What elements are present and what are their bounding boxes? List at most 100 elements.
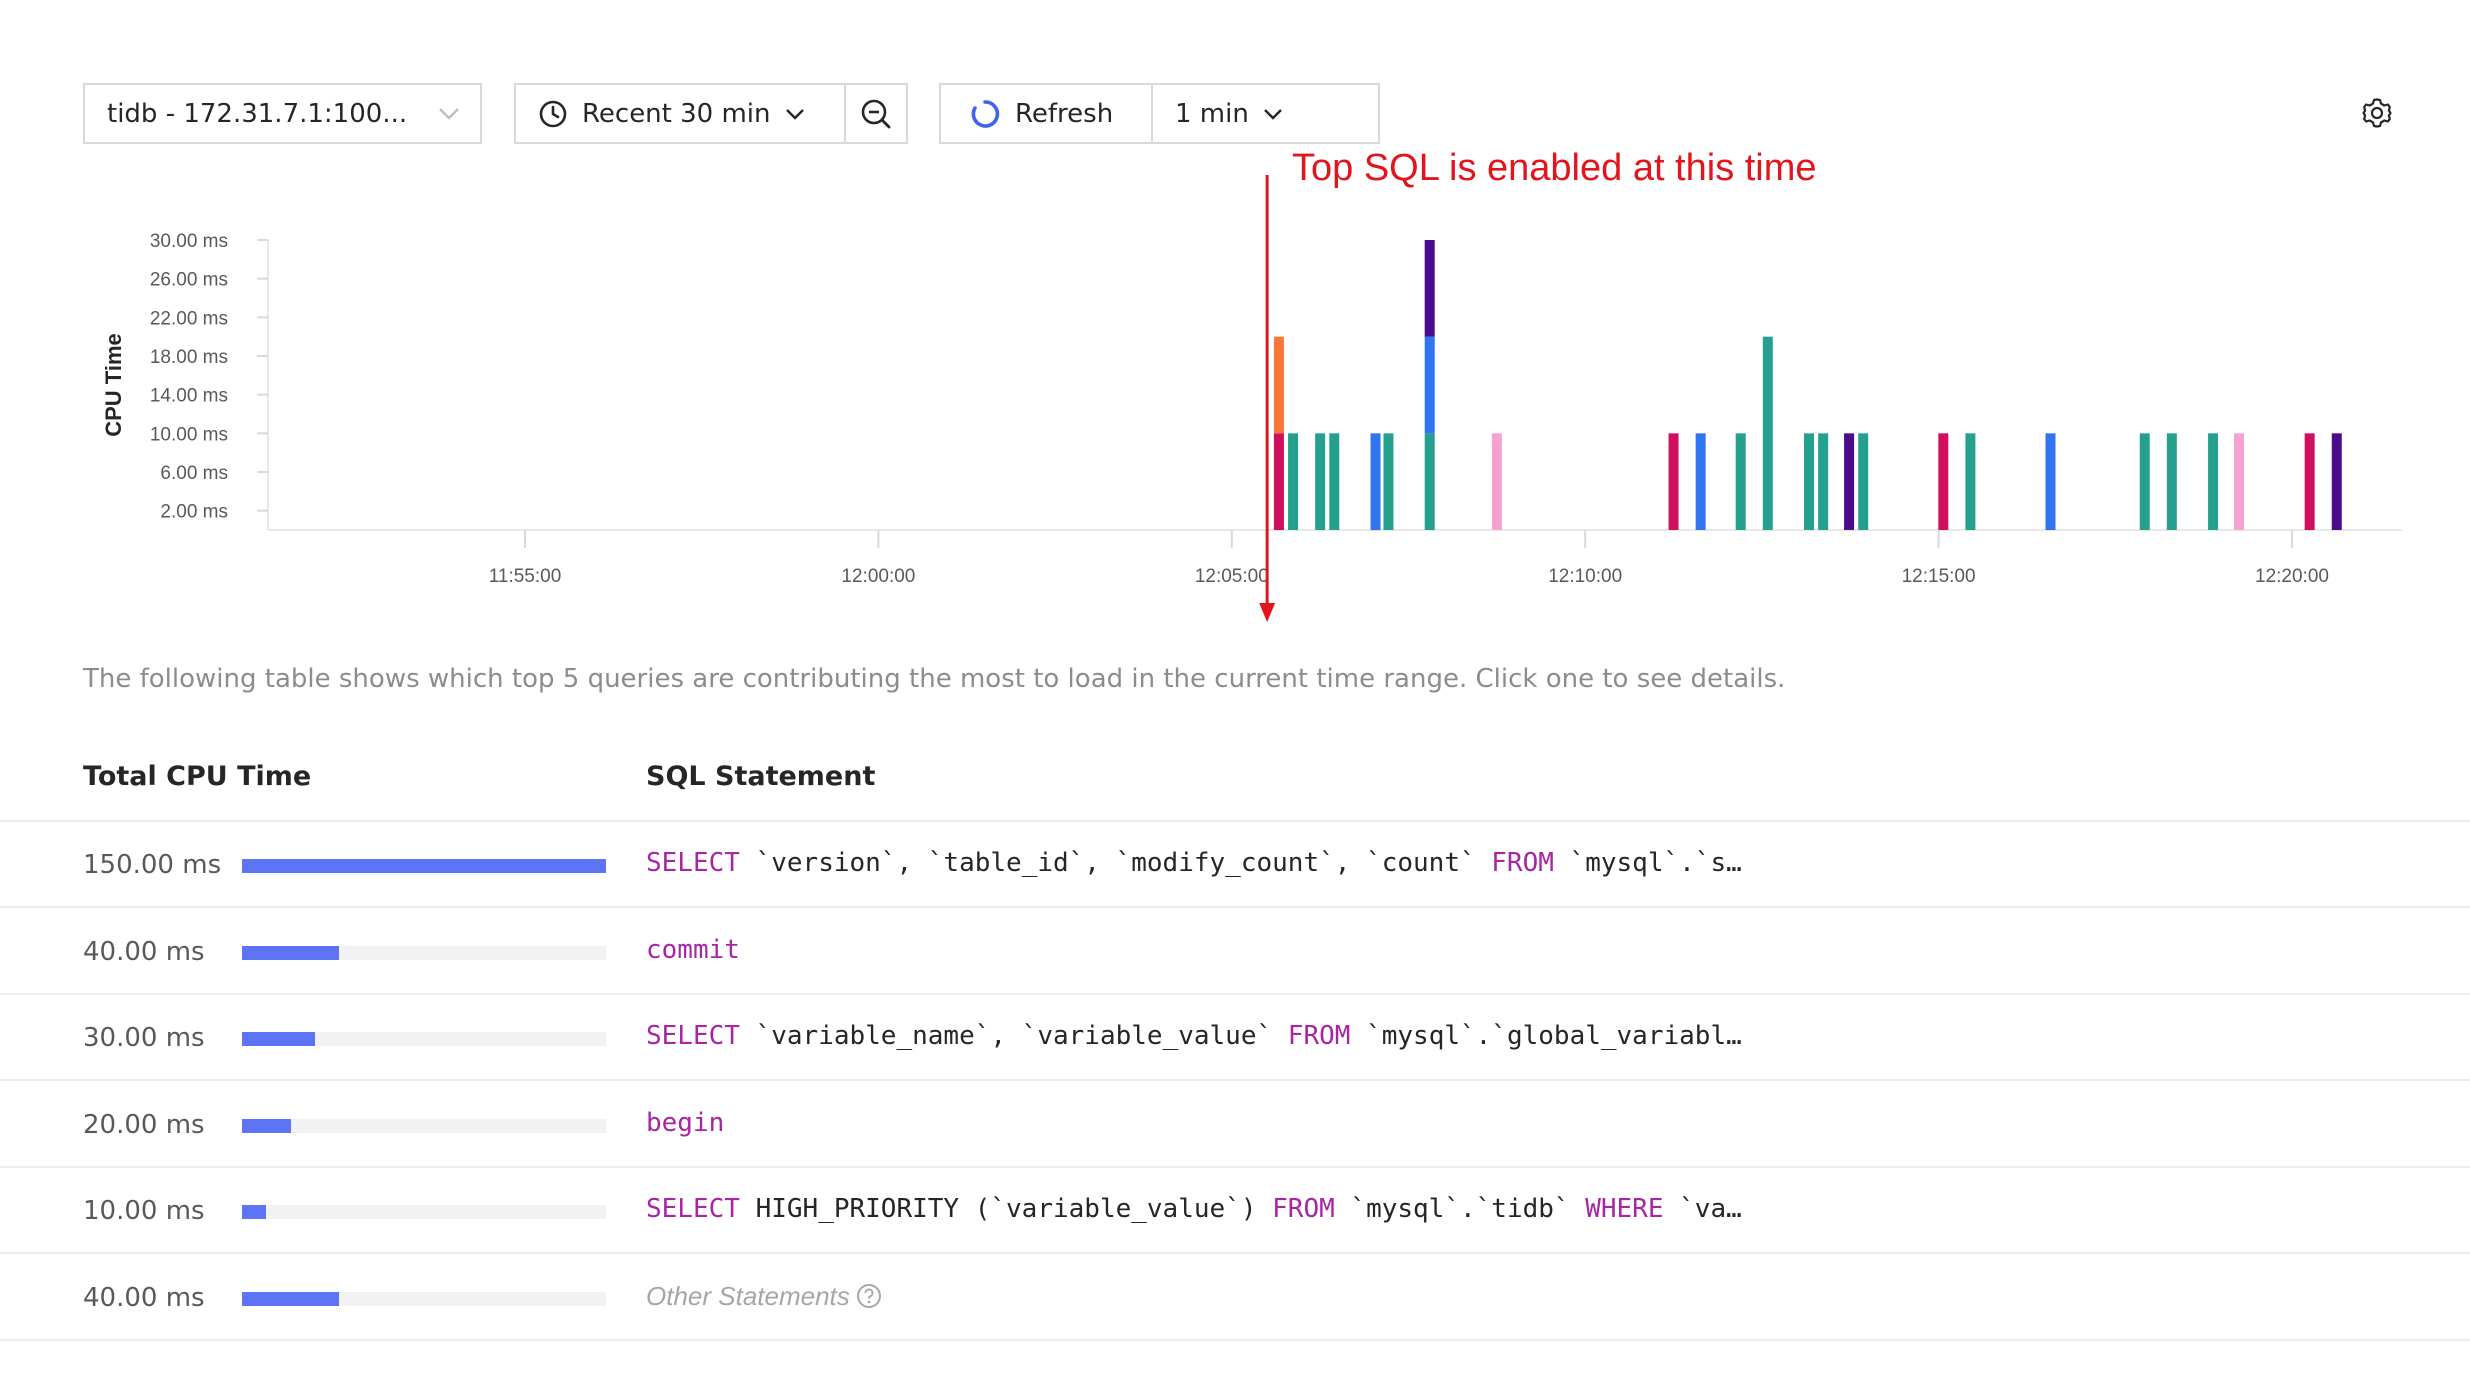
cpu-time-bar — [242, 859, 606, 873]
cpu-time-bar — [242, 1291, 606, 1306]
sql-statement: SELECT `version`, `table_id`, `modify_co… — [646, 848, 1742, 878]
column-header-cpu-time: Total CPU Time — [83, 761, 312, 792]
other-statements-label: Other Statements — [646, 1281, 882, 1312]
x-tick-label: 12:05:00 — [1195, 566, 1269, 587]
chart-bar-segment — [2233, 433, 2244, 530]
instance-select[interactable]: tidb - 172.31.7.1:100... — [83, 83, 482, 144]
chart-bar-segment — [1288, 433, 1299, 530]
gear-icon[interactable] — [2361, 97, 2393, 129]
chevron-down-icon — [785, 108, 805, 120]
chart-bar-segment — [1424, 240, 1435, 337]
chart-bar-segment — [1804, 433, 1815, 530]
chart-bar-segment — [1315, 433, 1326, 530]
table-row-other[interactable]: 40.00 ms Other Statements — [0, 1255, 2470, 1341]
chart-bar-segment — [2045, 433, 2056, 530]
annotation-arrow-head — [1259, 603, 1276, 622]
time-range-label: Recent 30 min — [582, 98, 771, 129]
cpu-time-bar — [242, 945, 606, 960]
y-tick-label: 2.00 ms — [160, 502, 228, 523]
instance-select-value: tidb - 172.31.7.1:100... — [107, 98, 408, 129]
chart-bar-segment — [1762, 336, 1773, 530]
sql-statement: commit — [646, 934, 740, 965]
chart-bar-segment — [1424, 336, 1435, 434]
y-tick-label: 10.00 ms — [150, 424, 228, 445]
table-row[interactable]: 20.00 ms begin — [0, 1082, 2470, 1168]
y-tick-label: 30.00 ms — [150, 231, 228, 252]
cpu-time-bar-fill — [242, 1291, 340, 1306]
x-tick-label: 12:00:00 — [841, 566, 915, 587]
time-range-picker: Recent 30 min — [514, 83, 908, 144]
toolbar: tidb - 172.31.7.1:100... Recent 30 min R — [83, 83, 2403, 146]
table-description: The following table shows which top 5 qu… — [83, 664, 1786, 694]
zoom-out-icon — [860, 98, 892, 130]
chart-bar-segment — [1695, 433, 1706, 530]
table-row[interactable]: 10.00 ms SELECT HIGH_PRIORITY (`variable_… — [0, 1168, 2470, 1254]
cpu-time-value: 30.00 ms — [83, 1023, 205, 1053]
loading-spinner-icon — [969, 98, 1001, 130]
column-header-sql-statement: SQL Statement — [646, 761, 876, 792]
cpu-time-chart: 2.00 ms 6.00 ms 10.00 ms 14.00 ms 18.00 ms 22… — [101, 175, 2402, 622]
chart-bar-segment — [1370, 433, 1381, 530]
annotation-label: Top SQL is enabled at this time — [1292, 147, 1817, 189]
time-range-select[interactable]: Recent 30 min — [516, 85, 846, 142]
clock-icon — [538, 99, 568, 129]
table-row[interactable]: 150.00 ms SELECT `version`, `table_id`, `… — [0, 822, 2470, 908]
chevron-down-icon — [1263, 108, 1283, 120]
refresh-interval-label: 1 min — [1175, 98, 1249, 129]
cpu-time-bar-fill — [242, 859, 606, 873]
chart-bar-segment — [1938, 433, 1949, 530]
chart-bar-segment — [2331, 433, 2342, 530]
chart-bar-segment — [1273, 433, 1284, 530]
cpu-time-bar-fill — [242, 1205, 267, 1219]
cpu-time-value: 20.00 ms — [83, 1109, 205, 1140]
chart-bar-segment — [1424, 433, 1435, 530]
table-row[interactable]: 30.00 ms SELECT `variable_name`, `variabl… — [0, 995, 2470, 1081]
y-tick-label: 6.00 ms — [160, 463, 228, 484]
cpu-time-bar — [242, 1118, 606, 1133]
x-tick-label: 11:55:00 — [489, 566, 562, 587]
help-icon[interactable] — [856, 1283, 882, 1309]
chart-bar-segment — [1273, 336, 1284, 434]
cpu-time-value: 40.00 ms — [83, 1282, 205, 1313]
chart-bar-segment — [1858, 433, 1869, 530]
refresh-button[interactable]: Refresh — [941, 85, 1153, 142]
chart-bar-segment — [1383, 433, 1394, 530]
refresh-control: Refresh 1 min — [939, 83, 1380, 144]
chart-bar-segment — [2139, 433, 2150, 530]
x-tick-label: 12:15:00 — [1902, 566, 1976, 587]
chart-bar-segment — [1965, 433, 1976, 530]
cpu-time-bar-fill — [242, 1032, 315, 1046]
chart-bar-segment — [1668, 433, 1679, 530]
x-tick-label: 12:20:00 — [2255, 566, 2329, 587]
chart-bar-segment — [1735, 433, 1746, 530]
sql-statement: SELECT HIGH_PRIORITY (`variable_value`) … — [646, 1194, 1742, 1224]
sql-statement: begin — [646, 1107, 725, 1138]
cpu-time-value: 40.00 ms — [83, 936, 205, 967]
y-tick-label: 26.00 ms — [150, 270, 228, 291]
sql-statement: SELECT `variable_name`, `variable_value`… — [646, 1021, 1742, 1051]
chart-bar-segment — [1329, 433, 1340, 530]
cpu-time-value: 150.00 ms — [83, 850, 222, 880]
chart-bar-segment — [1844, 433, 1855, 530]
refresh-label: Refresh — [1015, 98, 1114, 129]
refresh-interval-select[interactable]: 1 min — [1153, 85, 1305, 142]
x-tick-label: 12:10:00 — [1548, 566, 1622, 587]
chart-bar-segment — [2166, 433, 2177, 530]
chart-bar-segment — [2304, 433, 2315, 530]
chevron-down-icon — [438, 107, 460, 121]
cpu-time-bar-fill — [242, 945, 340, 960]
table-header: Total CPU Time SQL Statement — [0, 755, 2470, 822]
cpu-time-value: 10.00 ms — [83, 1196, 205, 1226]
y-axis-title: CPU Time — [101, 333, 126, 437]
cpu-time-bar-fill — [242, 1118, 291, 1133]
table-row[interactable]: 40.00 ms commit — [0, 909, 2470, 995]
y-tick-label: 14.00 ms — [150, 386, 228, 407]
zoom-out-button[interactable] — [846, 85, 906, 142]
cpu-time-bar — [242, 1032, 606, 1046]
y-tick-label: 22.00 ms — [150, 308, 228, 329]
y-tick-label: 18.00 ms — [150, 347, 228, 368]
chart-bar-segment — [1491, 433, 1502, 530]
cpu-time-bar — [242, 1205, 606, 1219]
chart-bar-segment — [2208, 433, 2219, 530]
chart-bar-segment — [1818, 433, 1829, 530]
